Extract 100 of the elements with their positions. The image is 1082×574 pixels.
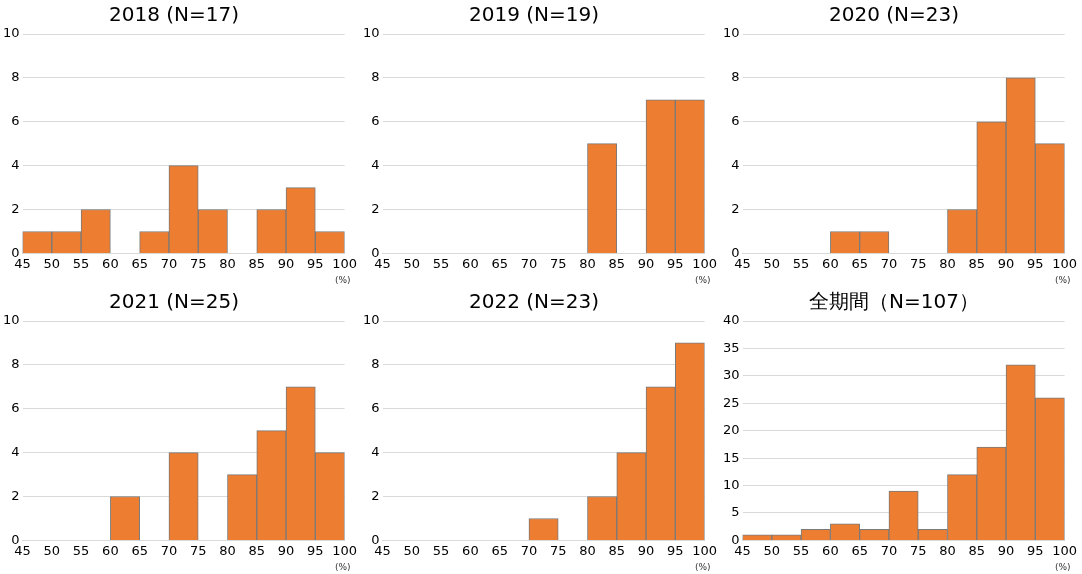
x-tick-label: 55 bbox=[72, 542, 90, 558]
y-tick-label: 8 bbox=[371, 356, 380, 372]
x-tick-label: 95 bbox=[1027, 255, 1044, 271]
y-tick-label: 35 bbox=[723, 339, 740, 355]
x-tick-label: 50 bbox=[403, 255, 421, 271]
x-tick-label: 90 bbox=[277, 255, 295, 271]
y-tick-label: 10 bbox=[3, 312, 20, 328]
y-tick-label: 4 bbox=[371, 157, 380, 173]
text: (%) bbox=[1055, 561, 1071, 572]
chart-title: 全期間（N=107） bbox=[809, 289, 979, 314]
x-tick-label: 60 bbox=[822, 255, 839, 271]
x-tick-label: 95 bbox=[667, 255, 684, 271]
y-tick-label: 8 bbox=[11, 69, 20, 85]
x-tick-label: 90 bbox=[637, 542, 655, 558]
x-tick-label: 85 bbox=[608, 542, 626, 558]
x-tick-label: 65 bbox=[131, 255, 148, 271]
x-tick-label: 100 bbox=[692, 255, 718, 271]
y-tick-label: 0 bbox=[731, 244, 740, 260]
y-tick-label: 10 bbox=[723, 476, 740, 492]
y-tick-label: 8 bbox=[371, 69, 380, 85]
x-tick-label: 70 bbox=[520, 255, 538, 271]
x-tick-label: 50 bbox=[763, 542, 781, 558]
y-tick-label: 6 bbox=[731, 113, 740, 129]
y-tick-label: 0 bbox=[371, 531, 380, 547]
x-tick-label: 90 bbox=[637, 255, 655, 271]
y-tick-label: 10 bbox=[363, 25, 380, 41]
y-tick-label: 30 bbox=[723, 367, 740, 383]
x-tick-label: 95 bbox=[667, 542, 684, 558]
y-tick-label: 2 bbox=[371, 200, 380, 216]
chart-title: 2022 (N=23) bbox=[468, 289, 600, 314]
y-tick-label: 0 bbox=[11, 531, 20, 547]
x-tick-label: 70 bbox=[520, 542, 538, 558]
x-tick-label: 75 bbox=[549, 542, 567, 558]
x-tick-label: 80 bbox=[219, 255, 236, 271]
x-tick-label: 55 bbox=[432, 255, 450, 271]
y-tick-label: 2 bbox=[731, 200, 740, 216]
y-tick-label: 10 bbox=[3, 25, 20, 41]
y-tick-label: 2 bbox=[11, 200, 20, 216]
x-tick-label: 85 bbox=[968, 255, 986, 271]
y-tick-label: 4 bbox=[371, 444, 380, 460]
y-tick-label: 8 bbox=[11, 356, 20, 372]
x-tick-label: 85 bbox=[968, 542, 986, 558]
y-tick-label: 6 bbox=[371, 400, 380, 416]
x-tick-label: 95 bbox=[307, 542, 324, 558]
y-tick-label: 20 bbox=[723, 422, 740, 438]
chart-title: 2019 (N=19) bbox=[468, 2, 600, 27]
x-tick-label: 50 bbox=[43, 255, 61, 271]
x-tick-label: 65 bbox=[131, 542, 148, 558]
x-tick-label: 80 bbox=[939, 255, 956, 271]
x-tick-label: 55 bbox=[72, 255, 90, 271]
x-tick-label: 90 bbox=[997, 542, 1015, 558]
x-tick-label: 55 bbox=[432, 542, 450, 558]
y-tick-label: 40 bbox=[723, 312, 740, 328]
x-tick-label: 70 bbox=[160, 255, 178, 271]
x-tick-label: 100 bbox=[1052, 255, 1078, 271]
y-tick-label: 0 bbox=[11, 244, 20, 260]
y-tick-label: 10 bbox=[723, 25, 740, 41]
x-tick-label: 70 bbox=[880, 542, 898, 558]
x-tick-label: 100 bbox=[332, 255, 358, 271]
y-tick-label: 10 bbox=[363, 312, 380, 328]
x-tick-label: 50 bbox=[763, 255, 781, 271]
x-tick-label: 85 bbox=[248, 255, 266, 271]
y-tick-label: 15 bbox=[723, 449, 740, 465]
x-tick-label: 60 bbox=[822, 542, 839, 558]
y-tick-label: 8 bbox=[731, 69, 740, 85]
x-tick-label: 100 bbox=[1052, 542, 1078, 558]
x-tick-label: 90 bbox=[997, 255, 1015, 271]
y-tick-label: 2 bbox=[11, 487, 20, 503]
x-tick-label: 65 bbox=[491, 255, 508, 271]
x-tick-label: 65 bbox=[851, 255, 868, 271]
x-tick-label: 60 bbox=[102, 255, 119, 271]
y-tick-label: 0 bbox=[371, 244, 380, 260]
chart-title: 2021 (N=25) bbox=[108, 289, 240, 314]
y-tick-label: 25 bbox=[723, 394, 740, 410]
x-tick-label: 95 bbox=[307, 255, 324, 271]
x-tick-label: 80 bbox=[579, 542, 596, 558]
text: (%) bbox=[695, 274, 711, 285]
x-tick-label: 55 bbox=[792, 542, 810, 558]
y-tick-label: 0 bbox=[731, 531, 740, 547]
y-tick-label: 6 bbox=[11, 113, 20, 129]
x-tick-label: 75 bbox=[189, 255, 207, 271]
text: (%) bbox=[695, 561, 711, 572]
x-tick-label: 80 bbox=[219, 542, 236, 558]
x-tick-label: 65 bbox=[851, 542, 868, 558]
text: (%) bbox=[1055, 274, 1071, 285]
x-tick-label: 65 bbox=[491, 542, 508, 558]
x-tick-label: 80 bbox=[939, 542, 956, 558]
x-tick-label: 70 bbox=[880, 255, 898, 271]
text: (%) bbox=[335, 561, 351, 572]
y-tick-label: 6 bbox=[371, 113, 380, 129]
x-tick-label: 75 bbox=[549, 255, 567, 271]
y-tick-label: 4 bbox=[11, 157, 20, 173]
x-tick-label: 60 bbox=[102, 542, 119, 558]
x-tick-label: 50 bbox=[43, 542, 61, 558]
x-tick-label: 85 bbox=[248, 542, 266, 558]
x-tick-label: 100 bbox=[692, 542, 718, 558]
x-tick-label: 75 bbox=[189, 542, 207, 558]
x-tick-label: 55 bbox=[792, 255, 810, 271]
x-tick-label: 90 bbox=[277, 542, 295, 558]
chart-title: 2020 (N=23) bbox=[828, 2, 960, 27]
